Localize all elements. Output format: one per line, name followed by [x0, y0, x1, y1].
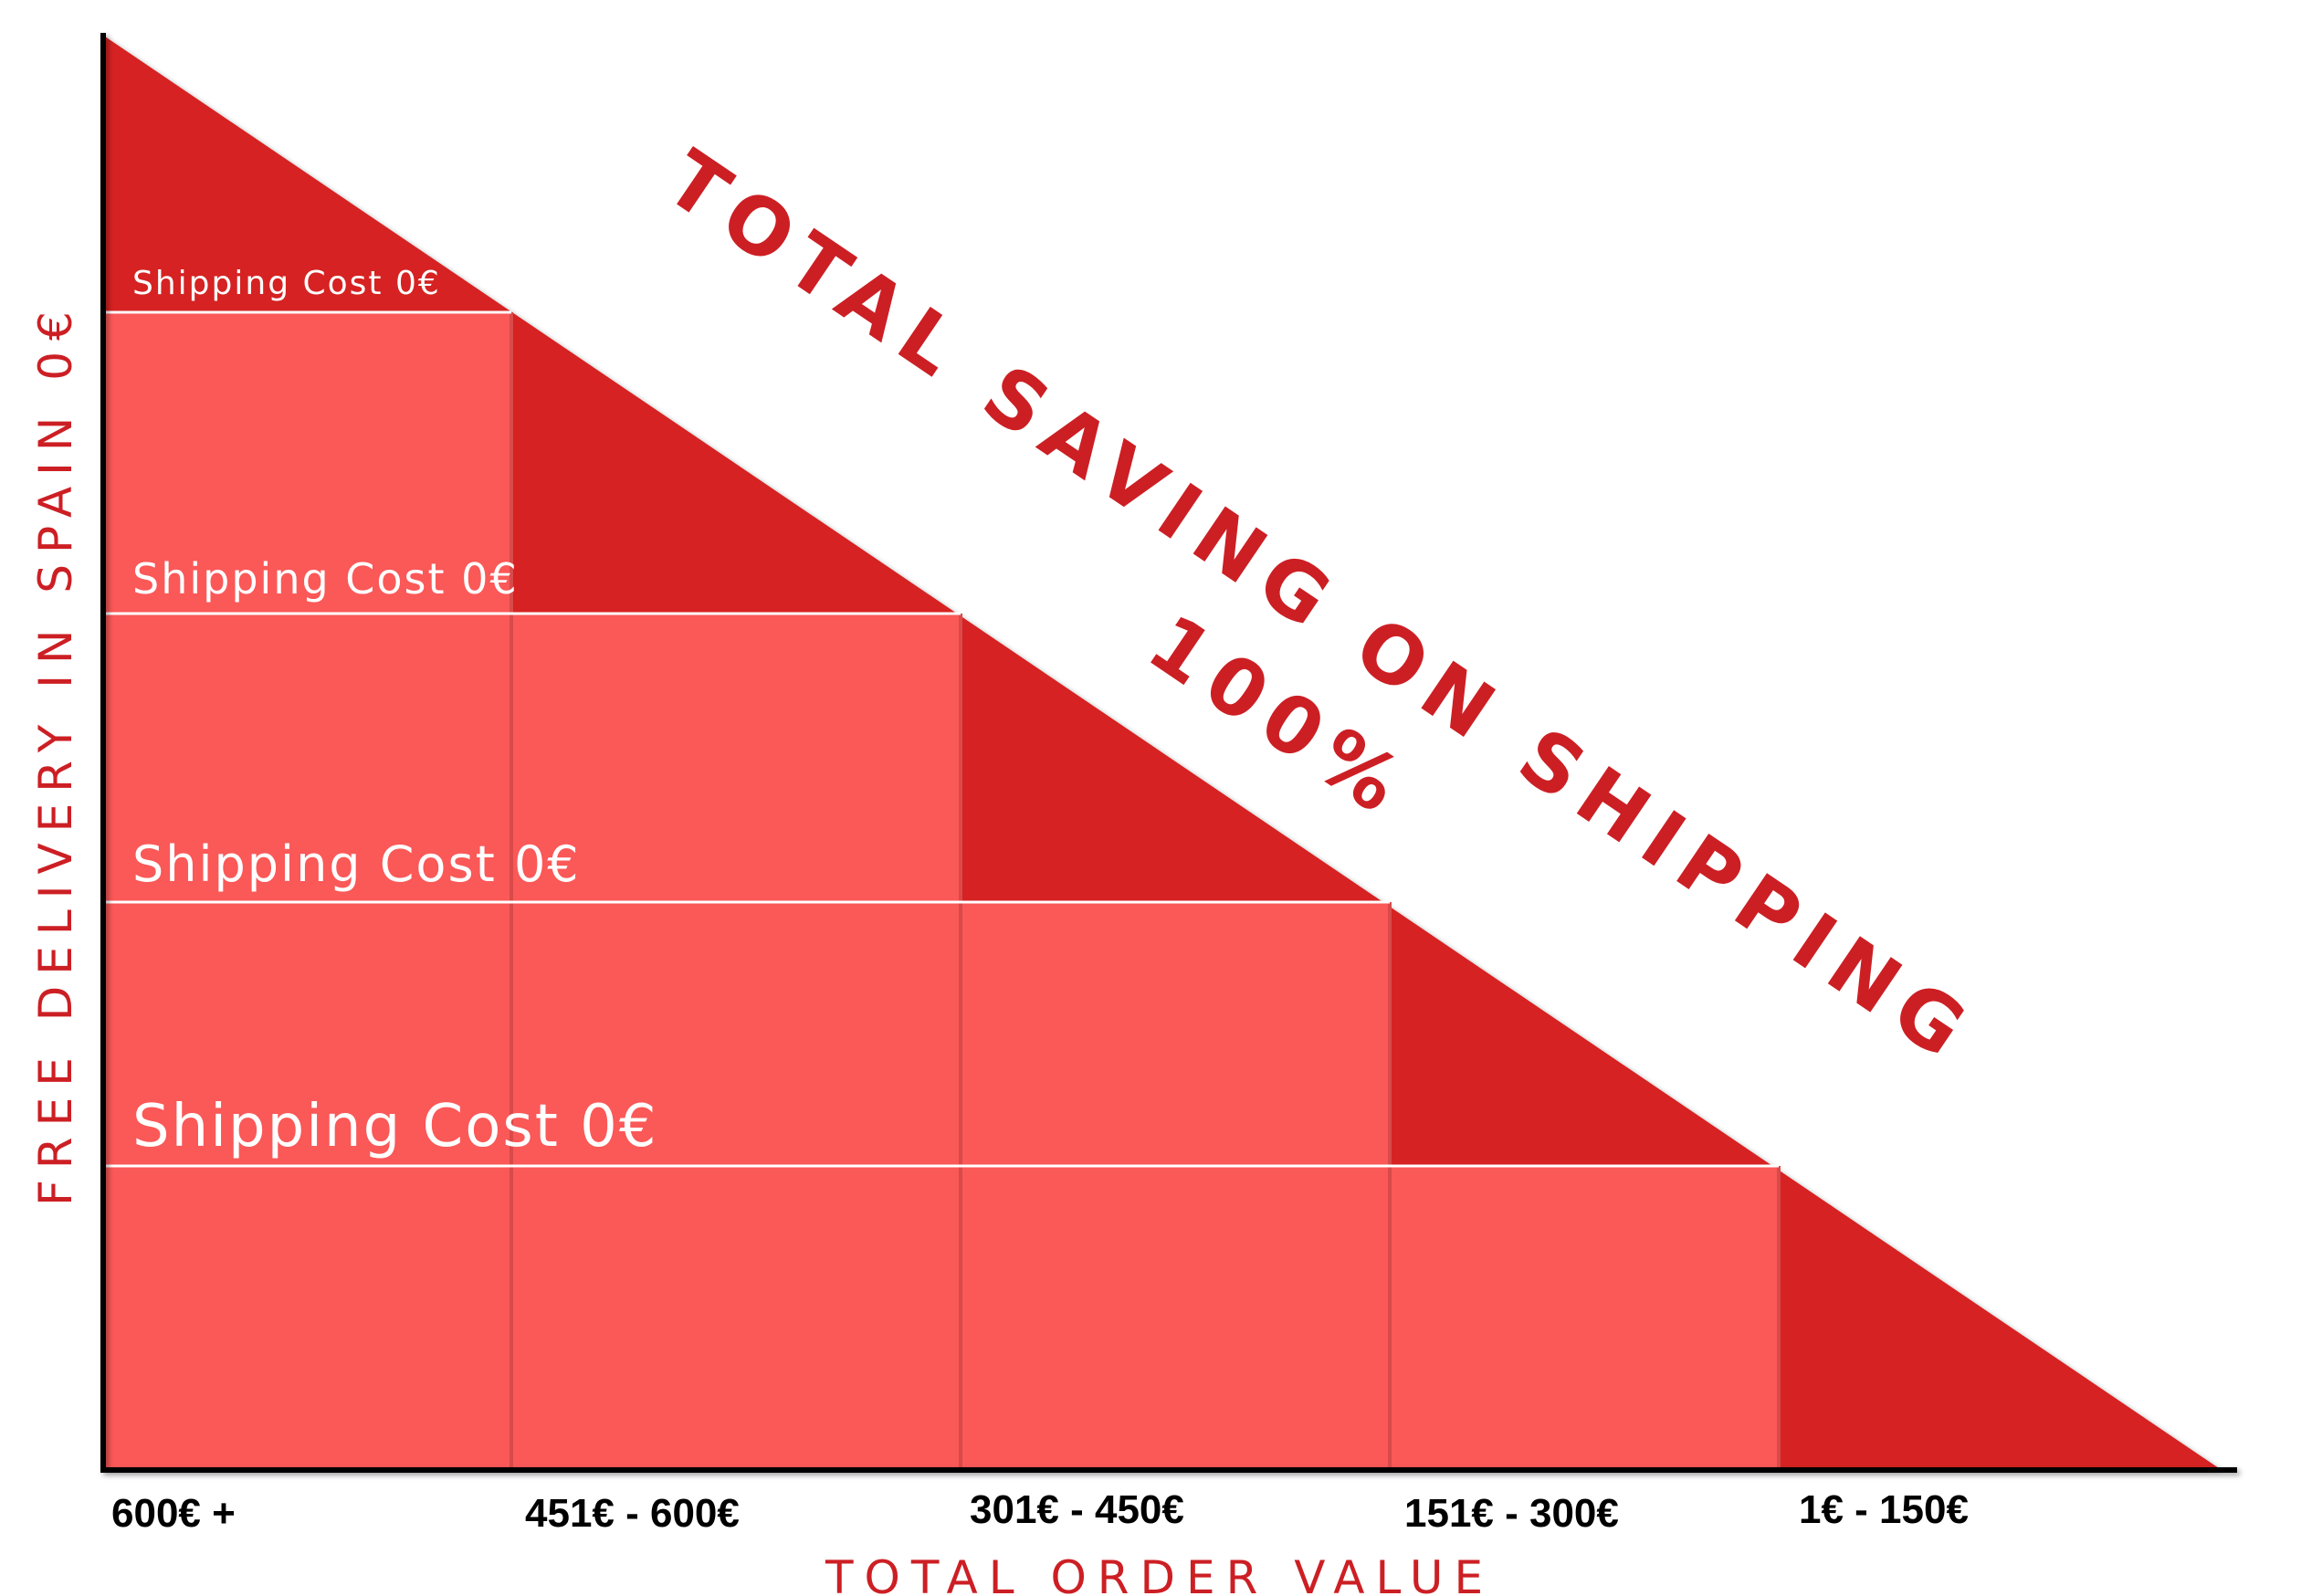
tier-label-3: Shipping Cost 0€ [132, 835, 581, 893]
range-label-3: 301€ - 450€ [970, 1487, 1184, 1532]
range-label-4: 151€ - 300€ [1404, 1491, 1619, 1536]
tier-label-4: Shipping Cost 0€ [132, 1093, 658, 1160]
column-dividers [510, 312, 1781, 1468]
tier-label-1: Shipping Cost 0€ [132, 265, 441, 302]
cost-staircase [105, 312, 1779, 1468]
x-axis-title: TOTAL ORDER VALUE [825, 1551, 1494, 1596]
axes [100, 33, 2237, 1473]
tier-dividers [105, 310, 1779, 1168]
y-axis-title: FREE DELIVERY IN SPAIN 0€ [29, 300, 82, 1206]
range-label-5: 1€ - 150€ [1799, 1487, 1969, 1532]
range-label-2: 451€ - 600€ [525, 1491, 740, 1536]
tier-label-2: Shipping Cost 0€ [132, 554, 519, 604]
range-label-1: 600€ + [111, 1491, 236, 1536]
